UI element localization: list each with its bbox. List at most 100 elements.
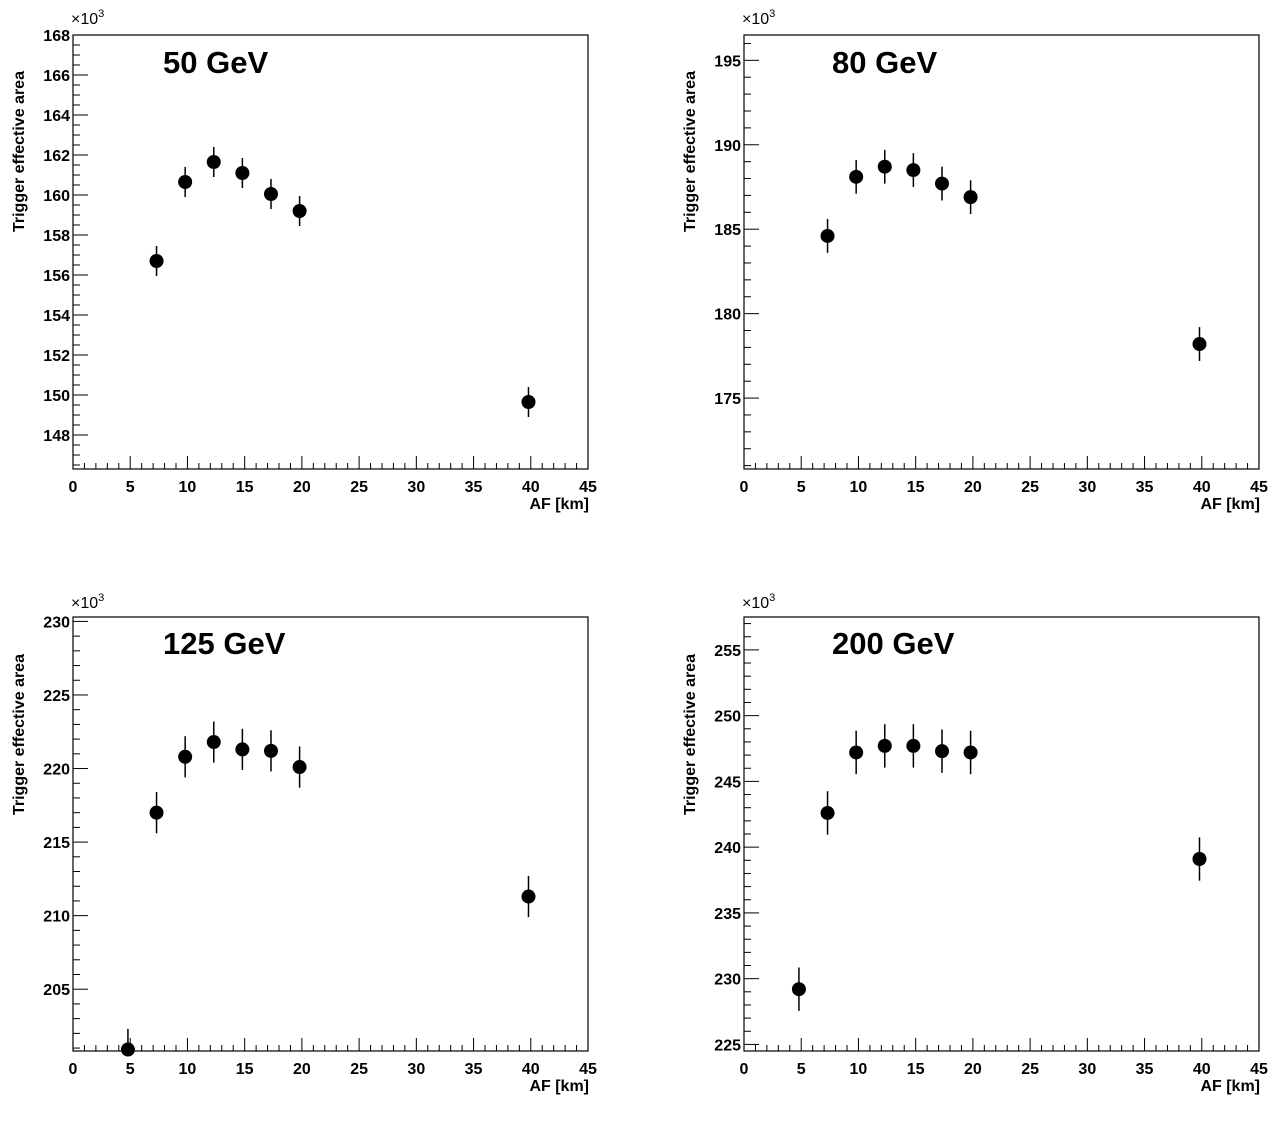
data-point [849,169,864,184]
panel-title: 80 GeV [832,45,937,80]
y-axis-label: Trigger effective area [11,654,28,815]
x-axis-label: AF [km] [529,496,589,513]
x-tick-label: 40 [1193,1061,1211,1078]
y-tick-label: 205 [43,982,70,999]
y-multiplier: ×103 [71,592,104,612]
x-axis-label: AF [km] [1200,1078,1260,1095]
x-tick-label: 20 [293,1061,311,1078]
x-axis-label: AF [km] [529,1078,589,1095]
x-axis-label: AF [km] [1200,496,1260,513]
x-tick-label: 10 [179,1061,197,1078]
plot-frame [72,34,589,470]
x-tick-label: 0 [740,479,749,496]
y-tick-label: 225 [714,1037,741,1054]
x-tick-label: 15 [236,1061,254,1078]
x-tick-label: 30 [407,1061,425,1078]
y-tick-label: 235 [714,906,741,923]
y-tick-label: 195 [714,53,741,70]
data-point [206,155,221,169]
x-tick-label: 5 [126,479,135,496]
x-tick-label: 15 [907,479,925,496]
data-point [1192,851,1207,866]
y-multiplier: ×103 [742,8,775,28]
data-point [820,228,835,243]
data-point [1192,337,1207,352]
x-tick-label: 20 [293,479,311,496]
data-point [235,166,250,180]
y-tick-label: 230 [714,972,741,989]
data-point [934,176,949,191]
x-tick-label: 20 [964,1061,982,1078]
y-tick-label: 168 [43,28,70,45]
data-point [791,982,806,997]
x-tick-label: 35 [1136,1061,1154,1078]
plot-frame [743,34,1260,470]
x-tick-label: 25 [1021,479,1039,496]
y-tick-label: 156 [43,268,70,285]
x-tick-label: 15 [236,479,254,496]
x-tick-label: 10 [850,479,868,496]
data-point [934,744,949,759]
data-point [521,395,536,409]
y-tick-label: 164 [43,108,70,125]
x-tick-label: 45 [579,1061,597,1078]
y-tick-label: 166 [43,68,70,85]
panel-50gev: 50 GeV ×103 Trigger effective area AF [k… [11,8,597,513]
x-tick-label: 45 [579,479,597,496]
data-point [906,163,921,178]
panel-200gev: 200 GeV ×103 Trigger effective area AF [… [682,592,1268,1095]
y-tick-label: 185 [714,222,741,239]
x-tick-label: 0 [69,479,78,496]
y-tick-label: 215 [43,835,70,852]
y-tick-label: 152 [43,348,70,365]
x-tick-label: 25 [350,1061,368,1078]
x-tick-label: 35 [465,1061,483,1078]
y-tick-label: 220 [43,762,70,779]
data-point [149,254,164,268]
x-tick-label: 35 [1136,479,1154,496]
data-point [120,1042,135,1057]
y-tick-label: 150 [43,388,70,405]
x-tick-label: 25 [1021,1061,1039,1078]
y-axis-label: Trigger effective area [682,71,699,232]
panel-80gev: 80 GeV ×103 Trigger effective area AF [k… [682,8,1268,513]
x-tick-label: 0 [69,1061,78,1078]
y-axis-label: Trigger effective area [682,654,699,815]
data-point [235,742,250,757]
y-tick-label: 245 [714,774,741,791]
x-tick-label: 40 [522,479,540,496]
data-point [963,745,978,760]
x-tick-label: 10 [179,479,197,496]
y-tick-label: 175 [714,391,741,408]
x-tick-label: 40 [522,1061,540,1078]
x-tick-label: 20 [964,479,982,496]
x-tick-label: 30 [1078,479,1096,496]
y-tick-label: 255 [714,643,741,660]
panel-125gev: 125 GeV ×103 Trigger effective area AF [… [11,592,597,1095]
data-point [149,805,164,820]
x-tick-label: 10 [850,1061,868,1078]
x-tick-label: 25 [350,479,368,496]
x-tick-label: 5 [126,1061,135,1078]
x-tick-label: 15 [907,1061,925,1078]
panel-title: 200 GeV [832,626,955,661]
y-tick-label: 154 [43,308,70,325]
data-point [292,760,307,775]
data-point [849,745,864,760]
y-tick-label: 180 [714,307,741,324]
data-point [877,159,892,174]
data-point [820,805,835,820]
y-tick-label: 160 [43,188,70,205]
x-tick-label: 35 [465,479,483,496]
y-tick-label: 158 [43,228,70,245]
data-point [263,743,278,758]
x-tick-label: 45 [1250,1061,1268,1078]
y-tick-label: 250 [714,709,741,726]
plot-frame [72,616,589,1052]
y-tick-label: 240 [714,840,741,857]
data-point [906,738,921,753]
panel-title: 125 GeV [163,626,286,661]
x-tick-label: 30 [407,479,425,496]
y-tick-label: 210 [43,909,70,926]
